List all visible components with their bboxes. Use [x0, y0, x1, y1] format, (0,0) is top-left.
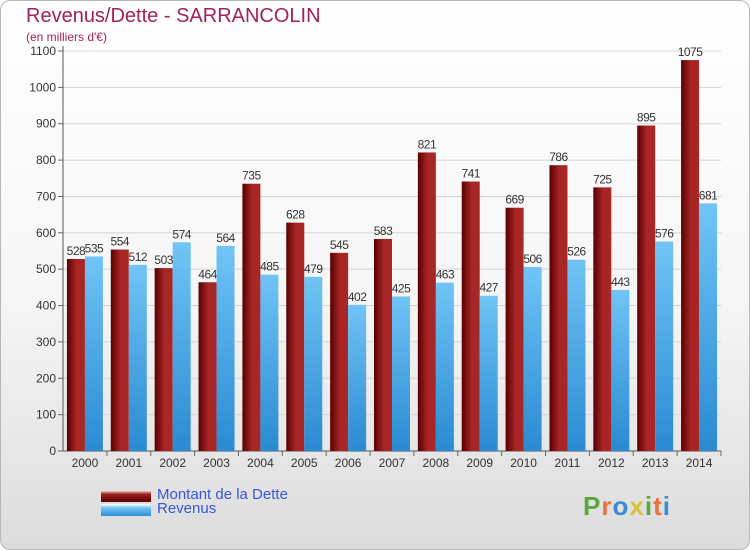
y-tick-label: 1000 [29, 80, 56, 94]
bar-revenue [435, 282, 454, 451]
x-tick-label: 2010 [510, 456, 537, 470]
y-tick-label: 1100 [30, 44, 56, 58]
legend-label-revenue: Revenus [157, 500, 217, 517]
legend-swatch-debt [101, 490, 151, 502]
value-label-revenue: 535 [85, 241, 104, 255]
bar-revenue [567, 259, 586, 451]
x-tick-label: 2011 [555, 456, 581, 470]
bar-debt [461, 181, 480, 451]
y-tick-label: 600 [36, 226, 56, 240]
value-label-debt: 628 [286, 208, 305, 222]
bar-debt [66, 259, 85, 451]
bar-debt [374, 239, 392, 451]
value-label-debt: 895 [637, 111, 656, 125]
value-label-debt: 741 [461, 167, 480, 181]
x-tick-label: 2000 [72, 456, 99, 470]
bar-revenue [84, 256, 103, 451]
bar-debt [417, 152, 436, 452]
bar-debt [330, 252, 349, 451]
x-tick-label: 2012 [598, 456, 625, 470]
value-label-revenue: 512 [129, 250, 148, 264]
x-tick-label: 2009 [466, 456, 493, 470]
x-tick-label: 2003 [203, 456, 230, 470]
y-tick-label: 800 [36, 153, 56, 167]
bar-revenue [304, 276, 323, 451]
chart-title: Revenus/Dette - SARRANCOLIN [26, 5, 321, 27]
bar-debt [242, 183, 261, 451]
bar-revenue [479, 295, 498, 451]
bar-revenue [216, 245, 235, 451]
y-tick-label: 300 [36, 335, 56, 349]
value-label-debt: 725 [593, 172, 612, 186]
x-tick-label: 2013 [642, 456, 669, 470]
legend-swatch-revenue [101, 504, 151, 516]
value-label-debt: 735 [242, 169, 261, 183]
y-tick-label: 0 [49, 444, 56, 458]
proxiti-logo: Proxiti [583, 491, 671, 521]
bar-revenue [128, 264, 147, 451]
y-tick-label: 400 [36, 299, 56, 313]
y-tick-label: 100 [36, 408, 56, 422]
x-tick-label: 2004 [247, 456, 274, 470]
x-tick-label: 2007 [379, 456, 406, 470]
x-tick-label: 2006 [335, 456, 362, 470]
value-label-revenue: 402 [348, 290, 367, 304]
bar-revenue [260, 274, 279, 451]
value-label-revenue: 564 [216, 231, 235, 245]
bar-debt [593, 187, 612, 451]
bar-debt [681, 60, 700, 451]
x-tick-label: 2005 [291, 456, 318, 470]
value-label-debt: 786 [549, 150, 568, 164]
bar-revenue [699, 203, 718, 451]
value-label-revenue: 443 [611, 275, 630, 289]
value-label-revenue: 427 [479, 281, 498, 295]
value-label-debt: 554 [111, 235, 130, 249]
value-label-debt: 669 [505, 193, 524, 207]
bar-revenue [172, 242, 191, 451]
value-label-revenue: 681 [699, 188, 718, 202]
bar-debt [154, 268, 173, 451]
x-tick-label: 2014 [686, 456, 713, 470]
bar-debt [549, 165, 568, 451]
bar-debt [110, 249, 129, 451]
bar-debt [505, 207, 524, 451]
value-label-revenue: 463 [436, 268, 455, 282]
value-label-debt: 528 [67, 244, 86, 258]
legend-label-debt: Montant de la Dette [157, 486, 288, 503]
y-tick-label: 200 [36, 371, 56, 385]
value-label-revenue: 479 [304, 262, 323, 276]
y-tick-label: 700 [36, 189, 56, 203]
x-tick-label: 2002 [159, 456, 186, 470]
y-tick-label: 500 [36, 262, 56, 276]
bar-revenue [523, 267, 542, 451]
bar-revenue [655, 241, 674, 451]
bar-revenue [611, 289, 630, 451]
value-label-debt: 1075 [678, 45, 704, 59]
value-label-revenue: 574 [172, 227, 191, 241]
x-tick-label: 2001 [115, 456, 142, 470]
value-label-debt: 583 [374, 224, 393, 238]
value-label-revenue: 576 [655, 227, 674, 241]
bar-debt [637, 125, 656, 451]
value-label-revenue: 485 [260, 260, 279, 274]
value-label-revenue: 425 [392, 281, 411, 295]
x-tick-label: 2008 [423, 456, 450, 470]
bar-debt [198, 282, 217, 451]
value-label-debt: 545 [330, 238, 349, 252]
bar-debt [286, 222, 305, 451]
chart-subtitle: (en milliers d'€) [26, 30, 107, 44]
value-label-debt: 821 [418, 137, 437, 151]
value-label-revenue: 506 [523, 252, 542, 266]
bar-revenue [348, 304, 367, 451]
value-label-debt: 464 [198, 267, 217, 281]
bar-revenue [392, 296, 410, 451]
value-label-debt: 503 [154, 253, 173, 267]
y-tick-label: 900 [36, 117, 56, 131]
value-label-revenue: 526 [567, 245, 586, 259]
